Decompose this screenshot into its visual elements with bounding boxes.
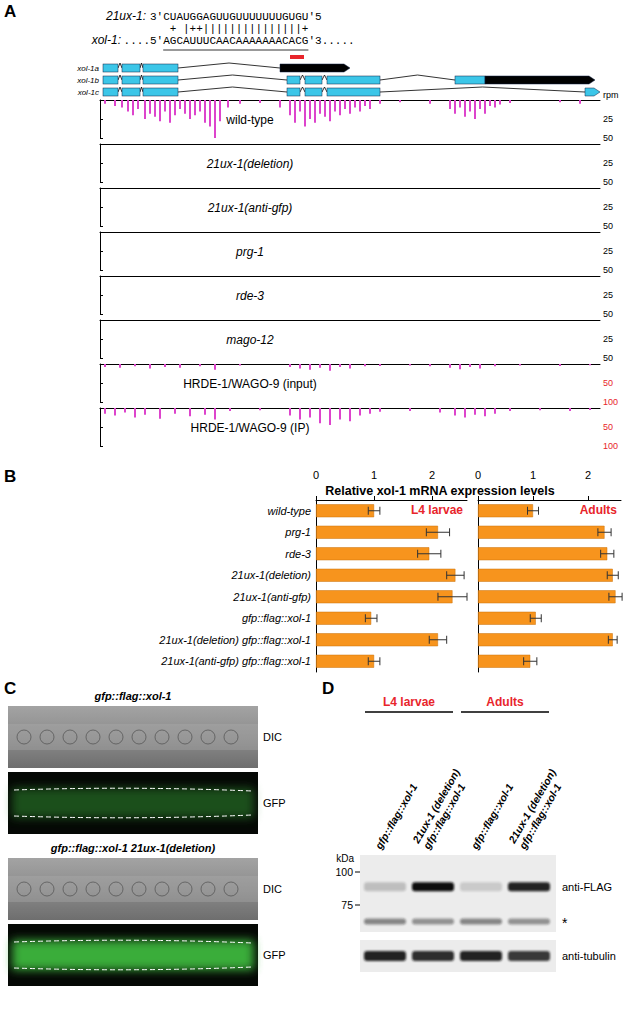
svg-text:xol-1b: xol-1b: [76, 76, 99, 85]
svg-text:HRDE-1/WAGO-9 (input): HRDE-1/WAGO-9 (input): [183, 377, 317, 391]
svg-text:25: 25: [603, 246, 613, 256]
svg-text:DIC: DIC: [263, 731, 282, 743]
svg-text:L4 larvae: L4 larvae: [383, 695, 435, 709]
svg-text:gfp::flag::xol-1: gfp::flag::xol-1: [516, 781, 564, 852]
svg-text:21ux-1(anti-gfp): 21ux-1(anti-gfp): [232, 591, 311, 603]
svg-text:1: 1: [371, 469, 377, 481]
svg-text:50: 50: [603, 221, 613, 231]
svg-text:wild-type: wild-type: [268, 505, 311, 517]
svg-text:25: 25: [603, 334, 613, 344]
svg-text:21ux-1:: 21ux-1:: [105, 9, 146, 23]
svg-text:C: C: [4, 679, 16, 698]
svg-text:25: 25: [603, 158, 613, 168]
svg-text:L4 larvae: L4 larvae: [411, 503, 463, 517]
svg-text:B: B: [4, 467, 16, 486]
svg-text:gfp::flag::xol-1: gfp::flag::xol-1: [94, 690, 172, 702]
svg-text:25: 25: [603, 114, 613, 124]
svg-text:50: 50: [603, 378, 613, 388]
svg-text:0: 0: [313, 469, 319, 481]
svg-text:gfp::flag::xol-1: gfp::flag::xol-1: [468, 781, 516, 852]
svg-text:21ux-1(deletion): 21ux-1(deletion): [206, 157, 294, 171]
svg-text:21ux-1(anti-gfp): 21ux-1(anti-gfp): [207, 201, 293, 215]
svg-text:2: 2: [585, 469, 591, 481]
svg-text:xol-1a: xol-1a: [76, 64, 99, 73]
svg-text:*: *: [562, 915, 568, 931]
svg-text:D: D: [322, 679, 334, 698]
svg-text:21ux-1 (deletion): 21ux-1 (deletion): [409, 766, 462, 846]
svg-text:....5'AGCAUUUCAACAAAAAAACACG'3: ....5'AGCAUUUCAACAAAAAAACACG'3.....: [124, 35, 355, 47]
svg-text:0: 0: [475, 469, 481, 481]
svg-text:wild-type: wild-type: [225, 113, 274, 127]
svg-text:mago-12: mago-12: [226, 333, 274, 347]
svg-text:rpm: rpm: [603, 90, 619, 100]
svg-text:25: 25: [603, 202, 613, 212]
svg-text:21ux-1(deletion) gfp::flag::xo: 21ux-1(deletion) gfp::flag::xol-1: [158, 634, 311, 646]
svg-text:50: 50: [603, 177, 613, 187]
svg-text:50: 50: [603, 133, 613, 143]
svg-text:50: 50: [603, 309, 613, 319]
svg-text:50: 50: [603, 265, 613, 275]
svg-text:gfp::flag::xol-1: gfp::flag::xol-1: [242, 612, 311, 624]
svg-text:75: 75: [341, 899, 353, 911]
svg-text:GFP: GFP: [263, 949, 286, 961]
svg-text:100: 100: [603, 441, 618, 451]
svg-text:GFP: GFP: [263, 797, 286, 809]
svg-text:1: 1: [530, 469, 536, 481]
svg-text:gfp::flag::xol-1: gfp::flag::xol-1: [420, 781, 468, 852]
svg-text:gfp::flag::xol-1 21ux-1(deleti: gfp::flag::xol-1 21ux-1(deletion): [50, 842, 216, 854]
svg-text:xol-1:: xol-1:: [91, 33, 121, 47]
svg-text:kDa: kDa: [336, 853, 354, 864]
svg-text:Adults: Adults: [580, 503, 618, 517]
svg-text:prg-1: prg-1: [235, 245, 264, 259]
svg-text:21ux-1(deletion): 21ux-1(deletion): [231, 569, 312, 581]
svg-text:A: A: [4, 2, 16, 21]
svg-text:21ux-1 (deletion): 21ux-1 (deletion): [505, 766, 558, 846]
svg-text:100: 100: [603, 397, 618, 407]
svg-text:50: 50: [603, 353, 613, 363]
svg-text:100: 100: [335, 866, 353, 878]
svg-text:rde-3: rde-3: [236, 289, 264, 303]
svg-text:DIC: DIC: [263, 883, 282, 895]
svg-text:2: 2: [429, 469, 435, 481]
svg-text:+ |++|||||||||||||||+: + |++|||||||||||||||+: [163, 23, 308, 35]
svg-text:HRDE-1/WAGO-9 (IP): HRDE-1/WAGO-9 (IP): [191, 421, 310, 435]
svg-text:gfp::flag::xol-1: gfp::flag::xol-1: [372, 781, 420, 852]
svg-text:25: 25: [603, 290, 613, 300]
svg-text:anti-FLAG: anti-FLAG: [562, 881, 612, 893]
svg-text:rde-3: rde-3: [285, 548, 312, 560]
svg-text:prg-1: prg-1: [284, 526, 311, 538]
svg-text:50: 50: [603, 422, 613, 432]
svg-text:21ux-1(anti-gfp) gfp::flag::xo: 21ux-1(anti-gfp) gfp::flag::xol-1: [160, 655, 311, 667]
svg-text:3'CUAUGGAGUUGUUUUUUUGUGU'5: 3'CUAUGGAGUUGUUUUUUUGUGU'5: [150, 11, 322, 23]
svg-text:xol-1c: xol-1c: [77, 88, 99, 97]
svg-text:Adults: Adults: [486, 695, 524, 709]
svg-text:Relative xol-1 mRNA expression: Relative xol-1 mRNA expression levels: [325, 484, 555, 498]
svg-text:anti-tubulin: anti-tubulin: [562, 950, 616, 962]
